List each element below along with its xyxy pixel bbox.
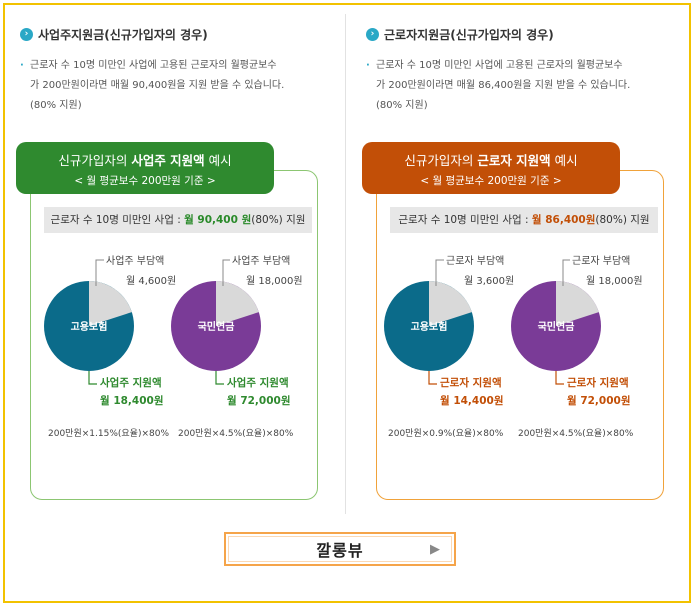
card-title-pre: 신규가입자의: [58, 153, 132, 168]
burden-amount: 월 18,000원: [586, 275, 643, 287]
column-divider: [345, 14, 346, 514]
highlight-post: (80%) 지원: [595, 214, 650, 226]
highlight-pre: 근로자 수 10명 미만인 사업 :: [50, 214, 185, 226]
formula-text: 200만원×4.5%(요율)×80%: [178, 429, 294, 439]
support-leader-line: [215, 371, 224, 385]
support-amount: 월 14,400원: [440, 394, 504, 407]
worker-support-heading: › 근로자지원금(신규가입자의 경우): [366, 26, 554, 43]
desc-line: 가 200만원이라면 매월 90,400원을 지원 받을 수 있습니다.: [30, 80, 285, 91]
worker-card-title: 신규가입자의 근로자 지원액 예시 < 월 평균보수 200만원 기준 >: [362, 142, 620, 194]
card-title-pre: 신규가입자의: [404, 153, 478, 168]
burden-amount: 월 4,600원: [126, 275, 176, 287]
desc-line: 가 200만원이라면 매월 86,400원을 지원 받을 수 있습니다.: [376, 80, 631, 91]
card-title-post: 예시: [204, 153, 232, 168]
highlight-pre: 근로자 수 10명 미만인 사업 :: [398, 214, 532, 226]
support-label: 사업주 지원액: [100, 376, 162, 389]
heading-text: 사업주지원금(신규가입자의 경우): [38, 28, 208, 42]
pie-center-label: 고용보험: [71, 320, 108, 333]
employer-support-description: · 근로자 수 10명 미만인 사업에 고용된 근로자의 월평균보수 가 200…: [20, 56, 330, 116]
formula-text: 200만원×4.5%(요율)×80%: [518, 429, 634, 439]
burden-amount: 월 3,600원: [464, 275, 514, 287]
card-title-bold: 근로자 지원액: [477, 153, 551, 168]
support-label: 근로자 지원액: [567, 376, 629, 389]
pie-center-label: 국민연금: [198, 320, 235, 333]
employer-support-column: › 사업주지원금(신규가입자의 경우) · 근로자 수 10명 미만인 사업에 …: [0, 0, 340, 520]
card-subtitle: < 월 평균보수 200만원 기준 >: [420, 175, 562, 187]
burden-leader-line: [222, 259, 230, 286]
support-leader-line: [428, 371, 437, 385]
worker-support-column: › 근로자지원금(신규가입자의 경우) · 근로자 수 10명 미만인 사업에 …: [346, 0, 686, 520]
highlight-amount: 월 90,400 원: [184, 214, 252, 226]
support-label: 근로자 지원액: [440, 376, 502, 389]
support-leader-line: [555, 371, 564, 385]
employer-card-title: 신규가입자의 사업주 지원액 예시 < 월 평균보수 200만원 기준 >: [16, 142, 274, 194]
highlight-post: (80%) 지원: [251, 214, 306, 226]
card-title-post: 예시: [550, 153, 578, 168]
desc-line: (80% 지원): [30, 100, 82, 111]
burden-label: 사업주 부담액: [232, 254, 290, 267]
national-pension-pie-burden: [556, 281, 599, 326]
employer-highlight-bar: 근로자 수 10명 미만인 사업 : 월 90,400 원(80%) 지원: [44, 207, 312, 233]
support-amount: 월 18,400원: [100, 394, 164, 407]
burden-leader-line: [562, 259, 570, 286]
burden-label: 근로자 부담액: [572, 255, 630, 267]
employment-insurance-pie-burden: [89, 281, 132, 326]
view-more-button[interactable]: 깔롱뷰 ▶: [224, 532, 456, 566]
heading-text: 근로자지원금(신규가입자의 경우): [384, 28, 554, 42]
employer-support-heading: › 사업주지원금(신규가입자의 경우): [20, 26, 208, 43]
worker-pies: 고용보험 근로자 부담액 월 3,600원 근로자 지원액 월 14,400원 …: [384, 255, 643, 407]
support-amount: 월 72,000원: [227, 394, 291, 407]
highlight-amount: 월 86,400원: [531, 214, 596, 226]
national-pension-pie-burden: [216, 281, 259, 326]
burden-label: 사업주 부담액: [106, 254, 164, 267]
support-amount: 월 72,000원: [567, 394, 631, 407]
card-title-bold: 사업주 지원액: [131, 153, 205, 168]
play-arrow-icon: ▶: [430, 542, 440, 557]
bullet-icon: ·: [20, 60, 24, 71]
formula-text: 200만원×1.15%(요율)×80%: [48, 429, 169, 439]
desc-line: 근로자 수 10명 미만인 사업에 고용된 근로자의 월평균보수: [30, 60, 277, 71]
burden-leader-line: [95, 259, 104, 286]
pie-center-label: 국민연금: [538, 320, 575, 333]
support-leader-line: [88, 371, 97, 385]
chevron-right-icon: ›: [366, 28, 379, 41]
support-label: 사업주 지원액: [227, 376, 289, 389]
worker-highlight-bar: 근로자 수 10명 미만인 사업 : 월 86,400원(80%) 지원: [390, 207, 658, 233]
chevron-right-icon: ›: [20, 28, 33, 41]
card-subtitle: < 월 평균보수 200만원 기준 >: [74, 175, 216, 187]
employment-insurance-pie-burden: [429, 281, 472, 326]
employer-pies: 고용보험 사업주 부담액 월 4,600원 사업주 지원액 월 18,400원 …: [44, 254, 303, 407]
desc-line: (80% 지원): [376, 100, 428, 111]
pie-center-label: 고용보험: [411, 320, 448, 333]
burden-amount: 월 18,000원: [246, 275, 303, 287]
bullet-icon: ·: [366, 60, 370, 71]
worker-support-description: · 근로자 수 10명 미만인 사업에 고용된 근로자의 월평균보수 가 200…: [366, 56, 676, 116]
formula-text: 200만원×0.9%(요율)×80%: [388, 429, 504, 439]
view-more-label: 깔롱뷰: [316, 541, 364, 560]
burden-label: 근로자 부담액: [446, 255, 504, 267]
desc-line: 근로자 수 10명 미만인 사업에 고용된 근로자의 월평균보수: [376, 60, 623, 71]
burden-leader-line: [435, 259, 444, 286]
